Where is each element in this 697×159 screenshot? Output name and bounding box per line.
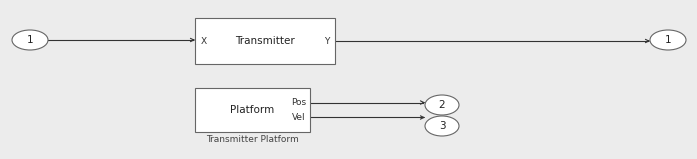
Ellipse shape (425, 95, 459, 115)
Text: Transmitter Platform: Transmitter Platform (206, 135, 299, 144)
Text: Platform: Platform (231, 105, 275, 115)
Text: Y: Y (323, 37, 329, 45)
Text: Pos: Pos (291, 98, 306, 107)
Text: X: X (201, 37, 207, 45)
Text: 2: 2 (438, 100, 445, 110)
Text: Transmitter: Transmitter (235, 36, 295, 46)
Text: 1: 1 (26, 35, 33, 45)
Ellipse shape (12, 30, 48, 50)
Bar (195, 88, 310, 132)
Text: 3: 3 (438, 121, 445, 131)
Ellipse shape (425, 116, 459, 136)
Bar (195, 18, 335, 64)
Ellipse shape (650, 30, 686, 50)
Text: Vel: Vel (292, 113, 306, 122)
Text: 1: 1 (665, 35, 671, 45)
